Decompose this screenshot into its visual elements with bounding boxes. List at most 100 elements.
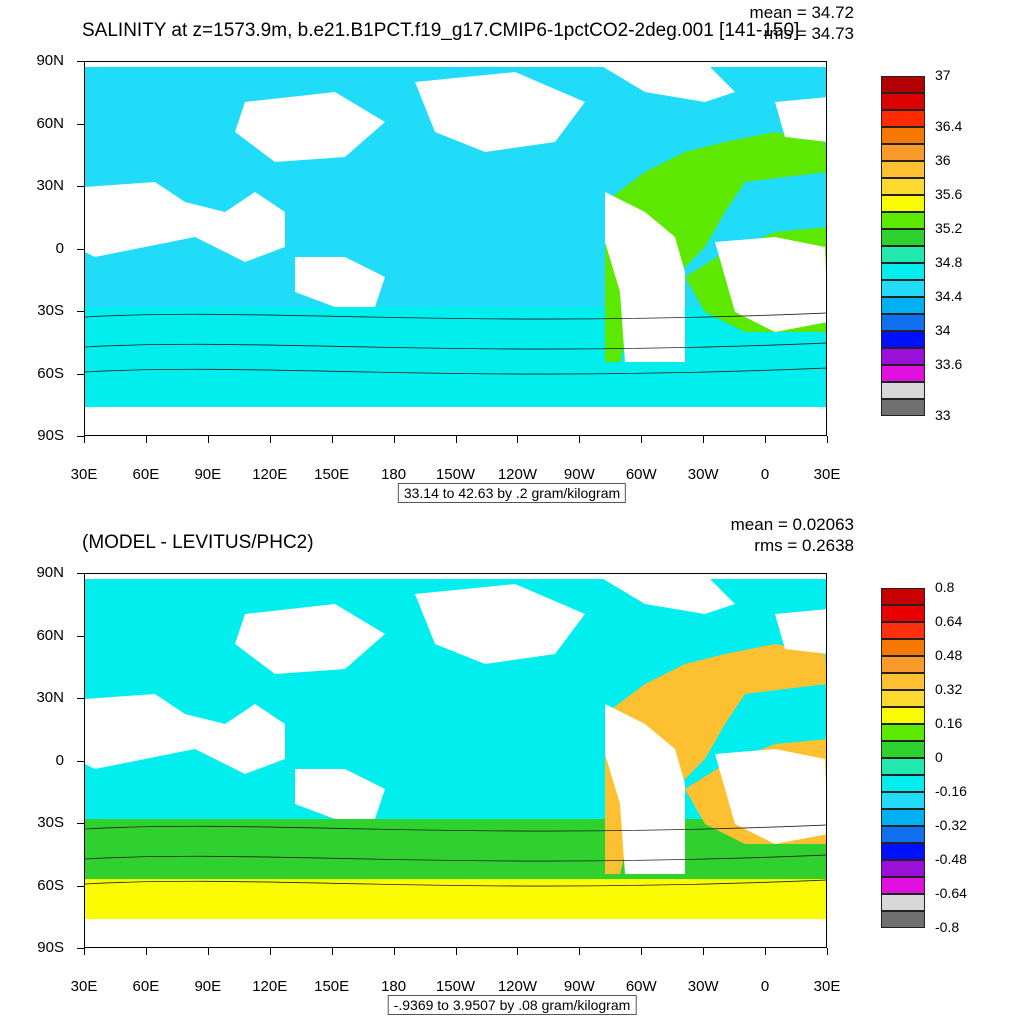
colorbar-swatch [881, 110, 925, 127]
colorbar-swatch [881, 911, 925, 928]
colorbar-swatch [881, 229, 925, 246]
lat-tick [77, 186, 84, 187]
colorbar-swatch [881, 758, 925, 775]
lat-tick [77, 311, 84, 312]
lat-tick [77, 573, 84, 574]
difference-map [84, 573, 827, 948]
lon-tick-label: 150E [314, 978, 350, 995]
colorbar-swatch [881, 212, 925, 229]
land-mass [715, 749, 826, 844]
lon-tick-label: 150W [435, 466, 476, 483]
lon-tick [145, 436, 147, 443]
land-mass [715, 237, 826, 332]
lon-tick [641, 948, 643, 955]
contour-line [85, 312, 826, 320]
land-mass [85, 694, 285, 774]
colorbar-swatch [881, 860, 925, 877]
lat-tick-label: 60N [36, 626, 64, 644]
colorbar-tick-label: -0.32 [935, 817, 967, 833]
lon-tick [84, 948, 85, 955]
lon-tick [579, 948, 581, 955]
lon-tick [207, 436, 209, 443]
lon-tick [703, 436, 705, 443]
lat-tick-label: 0 [55, 751, 64, 769]
contour-info: -.9369 to 3.9507 by .08 gram/kilogram [387, 995, 637, 1015]
lon-tick-label: 90E [194, 466, 222, 483]
lat-tick-label: 60S [37, 876, 64, 894]
colorbar-tick-label: -0.16 [935, 783, 967, 799]
lat-tick [77, 760, 84, 762]
land-mass [85, 919, 826, 947]
panel-title: (MODEL - LEVITUS/PHC2) [82, 532, 314, 553]
lon-tick-label: 60E [132, 978, 160, 995]
lon-tick-label: 30E [813, 466, 841, 483]
lon-tick [517, 948, 519, 955]
colorbar-tick-label: 0.64 [935, 613, 963, 629]
lat-tick [77, 436, 84, 437]
lat-tick [77, 248, 84, 250]
lon-tick-label: 120E [252, 978, 288, 995]
colorbar-swatch [881, 877, 925, 894]
colorbar-swatch [881, 382, 925, 399]
ocean-fill [85, 62, 826, 435]
land-mass [415, 584, 585, 664]
colorbar-tick-label: 0.16 [935, 715, 963, 731]
lat-tick-label: 90S [37, 427, 64, 444]
colorbar-tick-label: -0.48 [935, 851, 967, 867]
lon-tick [331, 436, 333, 443]
lon-tick-label: 60E [132, 466, 160, 483]
salinity-map [84, 61, 827, 436]
colorbar-swatch [881, 690, 925, 707]
contour-line [85, 854, 826, 862]
southern-ocean [85, 307, 826, 407]
colorbar-swatch [881, 775, 925, 792]
lat-tick [77, 885, 84, 887]
lon-tick-label: 150W [435, 978, 476, 995]
land-mass [295, 769, 385, 819]
lat-tick-label: 30N [36, 689, 64, 706]
panel-title: SALINITY at z=1573.9m, b.e21.B1PCT.f19_g… [82, 20, 800, 41]
land-mass [775, 609, 826, 654]
lon-tick [331, 948, 333, 955]
lon-tick [207, 948, 209, 955]
colorbar-tick-label: 37 [935, 67, 951, 83]
colorbar-swatch [881, 331, 925, 348]
lat-tick-label: 30S [37, 302, 64, 319]
lon-tick-label: 30E [70, 978, 98, 995]
lat-tick-label: 90N [36, 564, 64, 581]
colorbar-swatch [881, 588, 925, 605]
lon-tick-label: 0 [760, 466, 770, 483]
colorbar-swatch [881, 161, 925, 178]
contour-line [85, 824, 826, 832]
colorbar-swatch [881, 707, 925, 724]
land-mass [415, 72, 585, 152]
lon-tick-label: 120W [497, 978, 537, 995]
lat-tick [77, 698, 84, 699]
lat-tick [77, 635, 84, 637]
colorbar-swatch [881, 263, 925, 280]
lat-tick-label: 60N [36, 114, 64, 132]
colorbar-tick-label: 36.4 [935, 118, 963, 134]
colorbar-tick-label: -0.64 [935, 885, 967, 901]
land-mass [85, 62, 826, 67]
southern-ocean-edge [85, 879, 826, 919]
lat-tick [77, 61, 84, 62]
lon-tick [827, 436, 828, 443]
land-mass [85, 407, 826, 435]
lon-tick [269, 948, 271, 955]
colorbar [881, 76, 925, 416]
colorbar-tick-label: -0.8 [935, 919, 960, 935]
land-mass [595, 574, 735, 614]
colorbar-tick-label: 33 [935, 407, 951, 423]
lon-tick [455, 436, 457, 443]
land-mass [605, 192, 685, 362]
lon-tick [703, 948, 705, 955]
land-mass [235, 604, 385, 674]
contour-line [85, 879, 826, 887]
lon-tick-label: 0 [760, 978, 770, 995]
colorbar-swatch [881, 605, 925, 622]
colorbar-swatch [881, 280, 925, 297]
colorbar-swatch [881, 639, 925, 656]
lat-tick [77, 123, 84, 125]
rms-value: rms = 34.73 [763, 24, 854, 43]
